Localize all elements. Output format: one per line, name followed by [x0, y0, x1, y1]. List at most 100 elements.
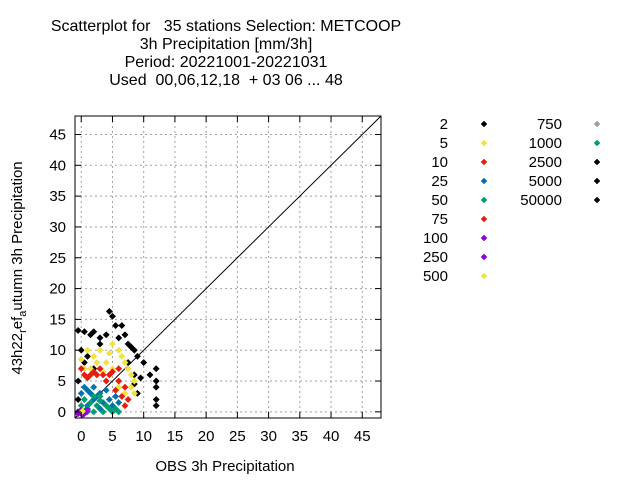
x-axis-label: OBS 3h Precipitation	[155, 458, 294, 475]
legend-label: 10	[431, 154, 448, 171]
data-point	[83, 352, 92, 360]
y-axis-label-sub2: a	[17, 310, 29, 317]
data-point	[83, 346, 92, 354]
data-point	[96, 334, 104, 342]
legend-marker	[593, 139, 601, 147]
data-point	[90, 328, 98, 336]
data-point	[90, 383, 98, 391]
y-tick-label: 20	[49, 281, 66, 298]
data-point	[96, 397, 104, 405]
legend-marker	[593, 196, 601, 204]
data-point	[96, 365, 104, 373]
x-tick-label: 35	[291, 428, 308, 445]
data-point	[80, 328, 88, 336]
data-point	[102, 377, 110, 385]
x-tick-label: 45	[354, 428, 371, 445]
legend-marker	[480, 196, 488, 204]
data-point	[96, 392, 104, 400]
y-tick-label: 30	[49, 219, 66, 236]
legend-label: 500	[423, 268, 448, 285]
data-point	[130, 377, 138, 385]
data-point	[80, 395, 88, 404]
data-point	[112, 392, 120, 400]
data-point	[115, 346, 123, 354]
y-axis-label-tail: utumn 3h Precipitation	[9, 161, 26, 310]
data-point	[105, 395, 113, 404]
data-point	[152, 383, 160, 391]
data-point	[115, 408, 123, 416]
data-point	[127, 383, 135, 391]
data-point	[93, 402, 101, 410]
data-point	[115, 377, 123, 385]
data-point	[74, 326, 82, 335]
legend-label: 5	[440, 135, 448, 152]
legend-marker	[480, 139, 488, 147]
legend-marker	[480, 253, 488, 261]
y-tick-label: 25	[49, 250, 66, 267]
y-tick-label: 40	[49, 157, 66, 174]
x-tick-label: 15	[167, 428, 184, 445]
data-point	[130, 389, 138, 397]
data-point	[152, 377, 160, 385]
data-point	[108, 312, 117, 320]
x-tick-label: 0	[77, 428, 85, 445]
y-tick-label: 10	[49, 342, 66, 359]
data-point	[146, 371, 154, 379]
x-tick-label: 5	[108, 428, 116, 445]
data-point	[77, 346, 85, 354]
data-point	[77, 365, 85, 373]
legend-marker	[480, 158, 488, 166]
legend-label: 50000	[520, 192, 562, 209]
legend-label: 250	[423, 249, 448, 266]
legend-label: 2	[440, 116, 448, 133]
chart-title-line-4: Used 00,06,12,18 + 03 06 ... 48	[109, 72, 343, 89]
y-axis-label-main: 43h22	[9, 333, 26, 375]
data-point	[87, 399, 95, 407]
data-point	[96, 346, 104, 354]
legend-label: 1000	[529, 135, 562, 152]
data-point	[137, 374, 145, 382]
data-point	[140, 358, 148, 367]
data-point	[102, 331, 110, 339]
data-point	[90, 392, 98, 400]
y-tick-label: 35	[49, 188, 66, 205]
chart-title-block: Scatterplot for 35 stations Selection: M…	[0, 18, 452, 90]
data-point	[121, 402, 129, 410]
data-point	[133, 352, 142, 360]
data-point	[108, 368, 117, 376]
data-point	[78, 407, 87, 415]
data-point	[77, 389, 85, 397]
data-point	[121, 331, 129, 339]
data-point	[90, 408, 98, 416]
legend-marker	[480, 120, 488, 128]
legend-label: 100	[423, 230, 448, 247]
data-point	[99, 371, 107, 379]
data-point	[121, 383, 129, 391]
data-point	[99, 408, 107, 416]
data-point	[152, 365, 160, 373]
data-point	[124, 395, 132, 404]
legend-label: 75	[431, 211, 448, 228]
chart-title-line-3: Period: 20221001-20221031	[124, 54, 328, 71]
data-point	[115, 399, 123, 407]
data-point	[115, 334, 123, 342]
data-point	[152, 402, 160, 410]
y-tick-label: 0	[58, 404, 66, 421]
data-point	[121, 358, 129, 367]
x-tick-label: 25	[229, 428, 246, 445]
data-point	[96, 340, 104, 348]
data-point	[90, 352, 98, 360]
data-point	[127, 371, 135, 379]
data-point	[105, 307, 113, 315]
data-point	[93, 371, 101, 379]
legend-marker	[480, 272, 488, 280]
y-axis-label: 43h22refautumn 3h Precipitation	[9, 161, 29, 374]
legend-marker	[593, 120, 601, 128]
y-axis-label-mid: ef	[9, 316, 26, 329]
axis-ticks: 0 5 10 15 20 25 30 35 40 45 0 5 10 15 20 25 30 35 40 45	[49, 116, 381, 445]
data-point	[102, 358, 110, 367]
plot-frame	[74, 115, 382, 419]
data-point	[77, 355, 85, 364]
